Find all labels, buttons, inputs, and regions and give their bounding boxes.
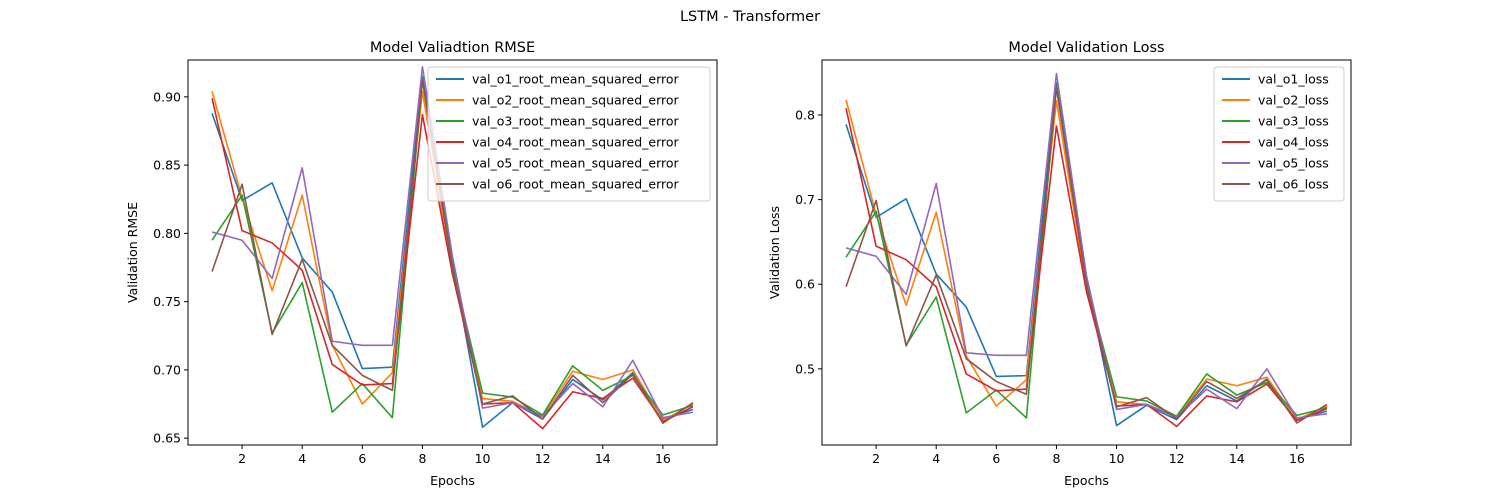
x-tick-label: 2 — [872, 451, 880, 466]
series-line-6 — [211, 79, 694, 424]
x-tick-label: 6 — [358, 451, 366, 466]
x-tick-label: 12 — [535, 451, 551, 466]
legend-entry: val_o6_loss — [1258, 177, 1329, 192]
legend-entry: val_o3_root_mean_squared_error — [472, 114, 680, 129]
y-tick-label: 0.5 — [795, 361, 815, 376]
x-tick-label: 12 — [1169, 451, 1185, 466]
plot-frame — [187, 59, 718, 446]
legend-entry: val_o5_loss — [1258, 156, 1329, 171]
plot-frame — [821, 59, 1352, 446]
y-axis-label: Validation Loss — [767, 206, 782, 299]
series-line-5 — [211, 66, 694, 419]
y-tick-label: 0.65 — [153, 431, 181, 446]
x-tick-label: 2 — [238, 451, 246, 466]
legend-entry: val_o2_loss — [1258, 93, 1329, 108]
legend-box — [427, 66, 711, 202]
chart-rmse: Model Valiadtion RMSE Epochs Validation … — [125, 40, 718, 488]
y-tick-label: 0.6 — [795, 277, 815, 292]
x-tick-label: 4 — [298, 451, 306, 466]
legend-entry: val_o6_root_mean_squared_error — [472, 177, 680, 192]
legend-entry: val_o5_root_mean_squared_error — [472, 156, 680, 171]
x-tick-label: 8 — [1052, 451, 1060, 466]
x-tick-label: 4 — [932, 451, 940, 466]
x-axis-label: Epochs — [1064, 473, 1109, 488]
legend: val_o1_loss val_o2_loss val_o3_loss val_o4_… — [1213, 66, 1345, 202]
x-tick-label: 8 — [418, 451, 426, 466]
x-tick-label: 6 — [992, 451, 1000, 466]
y-tick-label: 0.7 — [795, 192, 815, 207]
legend-entry: val_o1_loss — [1258, 72, 1329, 87]
x-tick-label: 10 — [1109, 451, 1125, 466]
y-tick-label: 0.75 — [153, 294, 181, 309]
x-tick-label: 10 — [475, 451, 491, 466]
legend-entry: val_o2_root_mean_squared_error — [472, 93, 680, 108]
legend-entry: val_o4_loss — [1258, 135, 1329, 150]
x-tick-label: 14 — [1229, 451, 1245, 466]
legend: val_o1_root_mean_squared_error val_o2_roo… — [427, 66, 711, 202]
series-line-6 — [845, 87, 1328, 424]
chart-title: Model Valiadtion RMSE — [370, 40, 535, 56]
x-tick-label: 16 — [655, 451, 671, 466]
y-axis-label: Validation RMSE — [125, 202, 140, 303]
chart-title: Model Validation Loss — [1008, 40, 1164, 56]
y-tick-label: 0.85 — [153, 158, 181, 173]
chart-loss: Model Validation Loss Epochs Validation … — [767, 40, 1352, 488]
legend-entry: val_o4_root_mean_squared_error — [472, 135, 680, 150]
x-tick-label: 16 — [1289, 451, 1305, 466]
legend-entry: val_o3_loss — [1258, 114, 1329, 129]
y-tick-label: 0.70 — [153, 362, 181, 377]
y-tick-label: 0.8 — [795, 108, 815, 123]
series-line-5 — [845, 72, 1328, 419]
x-tick-label: 14 — [595, 451, 611, 466]
x-axis-label: Epochs — [430, 473, 475, 488]
y-tick-label: 0.90 — [153, 89, 181, 104]
figure-suptitle: LSTM - Transformer — [680, 9, 820, 25]
y-tick-label: 0.80 — [153, 226, 181, 241]
legend-entry: val_o1_root_mean_squared_error — [472, 72, 680, 87]
